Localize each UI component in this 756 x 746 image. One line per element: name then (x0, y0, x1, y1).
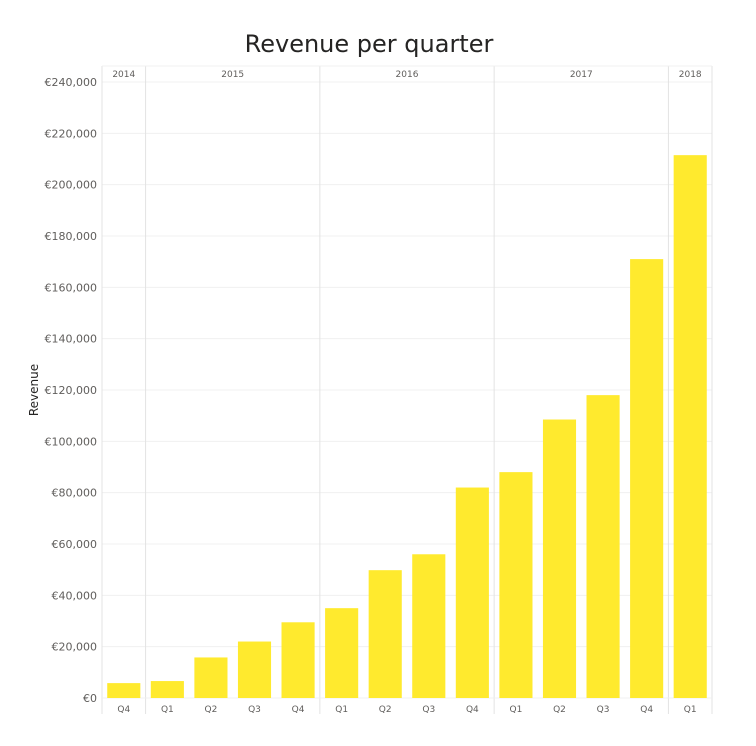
bar[interactable] (237, 641, 272, 698)
y-tick-label: €0 (83, 692, 97, 705)
bar[interactable] (455, 487, 489, 698)
y-tick-label: €240,000 (45, 76, 98, 89)
x-tick-label: Q1 (510, 705, 523, 715)
year-label: 2018 (679, 70, 702, 80)
y-tick-label: €120,000 (45, 384, 98, 397)
x-tick-label: Q1 (684, 705, 697, 715)
x-axis-year-ticks: 2014 2015 2016 2017 2018 (112, 70, 702, 80)
bar[interactable] (107, 683, 141, 698)
grid-lines (102, 81, 712, 648)
bar[interactable] (325, 608, 359, 698)
bar[interactable] (150, 681, 184, 698)
bar[interactable] (499, 472, 533, 698)
y-tick-label: €180,000 (45, 230, 98, 243)
y-axis-ticks: €0 €20,000 €40,000 €60,000 €80,000 €100,000 €1… (45, 76, 98, 705)
x-tick-label: Q4 (292, 705, 305, 715)
bar[interactable] (630, 259, 664, 698)
bar[interactable] (368, 570, 402, 698)
y-tick-label: €80,000 (52, 487, 98, 500)
x-tick-label: Q1 (335, 705, 348, 715)
y-tick-label: €20,000 (52, 641, 98, 654)
chart-title: Revenue per quarter (245, 30, 494, 58)
x-axis-quarter-ticks: Q4 Q1 Q2 Q3 Q4 Q1 Q2 Q3 Q4 Q1 Q2 Q3 Q4 Q1 (117, 705, 696, 715)
bar[interactable] (412, 554, 446, 698)
x-tick-label: Q4 (466, 705, 479, 715)
y-tick-label: €220,000 (45, 127, 98, 140)
x-tick-label: Q3 (248, 705, 261, 715)
y-tick-label: €140,000 (45, 333, 98, 346)
bar[interactable] (586, 395, 620, 698)
bar[interactable] (281, 622, 315, 698)
year-label: 2015 (221, 70, 244, 80)
x-tick-label: Q2 (205, 705, 218, 715)
x-tick-label: Q1 (161, 705, 174, 715)
y-tick-label: €160,000 (45, 281, 98, 294)
y-tick-label: €40,000 (52, 589, 98, 602)
y-axis-title: Revenue (27, 364, 41, 416)
bar[interactable] (542, 419, 577, 698)
year-label: 2014 (112, 70, 135, 80)
bars (107, 155, 707, 698)
x-tick-label: Q3 (422, 705, 435, 715)
x-tick-label: Q2 (553, 705, 566, 715)
x-tick-label: Q3 (597, 705, 610, 715)
y-tick-label: €100,000 (45, 435, 98, 448)
bar[interactable] (194, 657, 228, 698)
x-tick-label: Q4 (640, 705, 653, 715)
x-tick-label: Q2 (379, 705, 392, 715)
bar[interactable] (673, 155, 707, 698)
year-label: 2016 (396, 70, 419, 80)
y-tick-label: €200,000 (45, 179, 98, 192)
x-tick-label: Q4 (117, 705, 130, 715)
year-label: 2017 (570, 70, 593, 80)
year-separators (101, 65, 713, 714)
y-tick-label: €60,000 (52, 538, 98, 551)
